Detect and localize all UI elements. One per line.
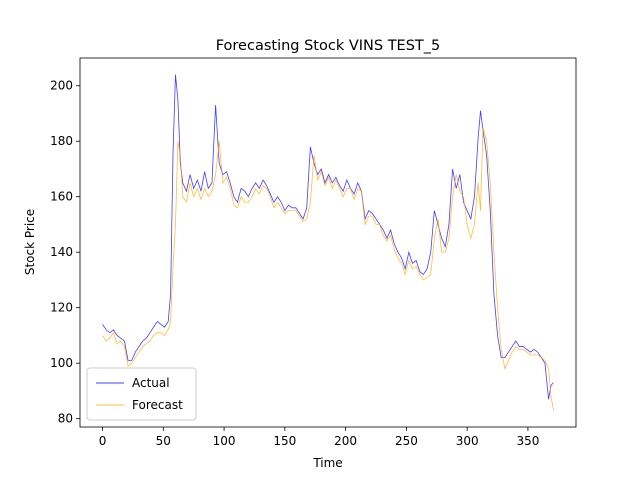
legend-box — [86, 367, 197, 421]
series-line — [102, 74, 554, 400]
x-tick-label: 300 — [456, 434, 479, 448]
x-tick-label: 50 — [156, 434, 171, 448]
chart-title: Forecasting Stock VINS TEST_5 — [216, 38, 441, 54]
x-tick-label: 250 — [395, 434, 418, 448]
x-tick-label: 100 — [213, 434, 236, 448]
y-tick-label: 180 — [50, 134, 73, 148]
x-tick-label: 350 — [516, 434, 539, 448]
y-tick-label: 160 — [50, 190, 73, 204]
x-tick-label: 0 — [99, 434, 107, 448]
x-axis-label: Time — [312, 456, 342, 470]
legend-label: Forecast — [132, 398, 183, 412]
y-tick-label: 100 — [50, 356, 73, 370]
series-line — [102, 127, 554, 411]
y-tick-label: 140 — [50, 245, 73, 259]
y-tick-label: 120 — [50, 301, 73, 315]
plot-frame — [79, 57, 577, 428]
x-tick-label: 200 — [334, 434, 357, 448]
x-tick-label: 150 — [273, 434, 296, 448]
y-tick-label: 80 — [58, 412, 73, 426]
y-axis-label: Stock Price — [23, 209, 37, 275]
y-tick-label: 200 — [50, 79, 73, 93]
legend-label: Actual — [132, 376, 170, 390]
